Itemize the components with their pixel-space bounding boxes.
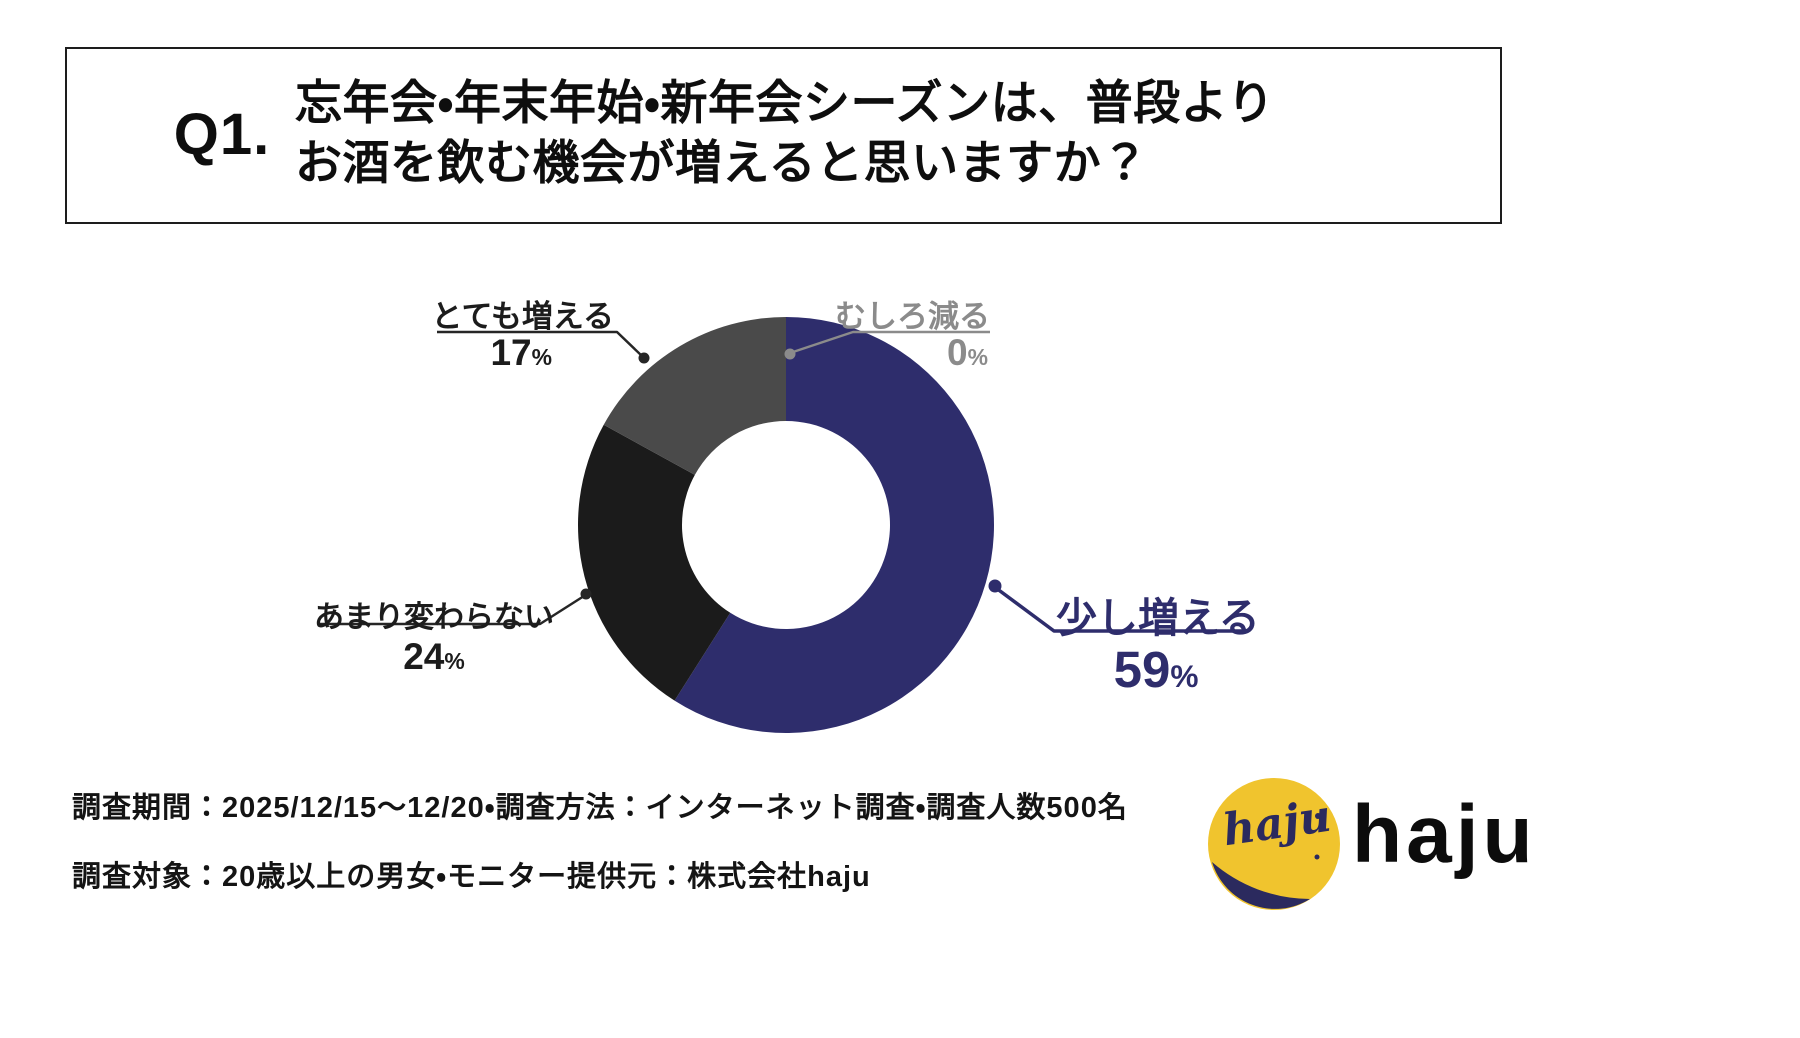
haju-logo-mark	[1208, 778, 1340, 910]
logo-spark-dot	[1314, 854, 1320, 860]
callout-mushiro-value: 0%	[830, 332, 988, 374]
logo-spark-dot	[1315, 813, 1321, 819]
percent-sign: %	[444, 648, 465, 674]
callout-totemo-value: 17%	[402, 332, 552, 374]
leader-line-sukoshi	[994, 586, 1248, 633]
percent-sign: %	[967, 344, 988, 370]
donut-segment-2	[603, 317, 786, 475]
survey-note-line2: 調査対象：20歳以上の男女・モニター提供元：株式会社haju	[72, 861, 871, 893]
callout-sukoshi-value: 59%	[1056, 640, 1256, 699]
haju-wordmark: haju	[1352, 789, 1537, 880]
leader-line-mushiro	[792, 330, 990, 354]
donut-segments	[578, 317, 995, 733]
question-title: 忘年会・年末年始・新年会シーズンは、普段より お酒を飲む機会が増えると思いますか…	[295, 73, 1275, 193]
leader-line-amari	[318, 594, 585, 626]
donut-segment-0	[674, 317, 995, 733]
percent-value: 0	[947, 332, 968, 373]
percent-value: 59	[1113, 641, 1171, 698]
callout-amari-label: あまり変わらない	[314, 601, 554, 634]
percent-value: 24	[403, 636, 445, 677]
leader-line-totemo	[437, 330, 644, 358]
question-title-line2: お酒を飲む機会が増えると思いますか？	[295, 136, 1149, 189]
survey-notes: 調査期間：2025/12/15～12/20・調査方法：インターネット調査・調査人…	[72, 784, 1128, 922]
callout-sukoshi-label: 少し増える	[1056, 595, 1260, 641]
callout-totemo-label: とても増える	[431, 299, 614, 334]
callout-mushiro-label: むしろ減る	[835, 299, 990, 334]
leader-dot-totemo	[638, 352, 650, 364]
percent-value: 17	[490, 332, 532, 373]
logo-spark-dot	[1327, 832, 1335, 840]
leader-dot-mushiro	[784, 348, 796, 360]
leader-dot-sukoshi	[988, 579, 1002, 593]
question-title-line1: 忘年会・年末年始・新年会シーズンは、普段より	[295, 76, 1275, 129]
question-number: Q1.	[173, 102, 271, 167]
logo-circle	[1208, 778, 1340, 910]
leader-dot-amari	[580, 588, 592, 600]
percent-sign: %	[1170, 658, 1199, 694]
percent-sign: %	[531, 344, 552, 370]
donut-segment-1	[578, 424, 731, 701]
callout-amari-value: 24%	[314, 636, 554, 678]
logo-crescent-icon	[1212, 862, 1310, 909]
logo-spark-dot	[1303, 797, 1309, 803]
question-box: Q1. 忘年会・年末年始・新年会シーズンは、普段より お酒を飲む機会が増えると思…	[65, 47, 1502, 224]
survey-note-line1: 調査期間：2025/12/15～12/20・調査方法：インターネット調査・調査人…	[72, 792, 1128, 824]
